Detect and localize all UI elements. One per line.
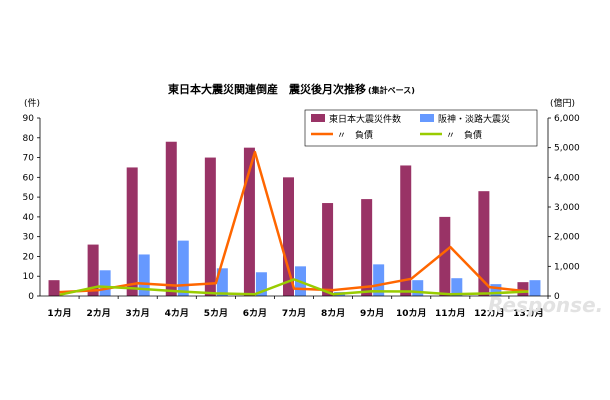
category-label: 7カ月 bbox=[282, 308, 306, 319]
bar-hanshin bbox=[451, 278, 463, 296]
bar-tohoku bbox=[48, 280, 60, 296]
right-tick-label: 2,000 bbox=[554, 233, 580, 243]
line-green-debt bbox=[59, 278, 529, 297]
watermark-logo: Response. bbox=[488, 293, 603, 317]
bar-series bbox=[48, 141, 541, 296]
left-tick-label: 60 bbox=[23, 173, 35, 183]
category-label: 1カ月 bbox=[47, 308, 71, 319]
chart-title: 東日本大震災関連倒産 震災後月次推移 (集計ベース) bbox=[168, 82, 415, 96]
bar-tohoku bbox=[87, 244, 99, 296]
legend-swatch-0 bbox=[311, 114, 325, 122]
left-tick-label: 50 bbox=[23, 193, 35, 203]
legend: 東日本大震災件数 阪神・淡路大震災 〃 負債 〃 負債 bbox=[304, 109, 538, 147]
category-label: 8カ月 bbox=[321, 308, 345, 319]
right-axis-ticks: 0 1,000 2,000 3,000 4,000 5,000 6,000 bbox=[548, 114, 580, 302]
right-tick-label: 4,000 bbox=[554, 173, 580, 183]
left-tick-label: 40 bbox=[23, 213, 35, 223]
bar-tohoku bbox=[439, 216, 451, 296]
bar-hanshin bbox=[373, 264, 385, 296]
bar-tohoku bbox=[243, 147, 255, 296]
bar-hanshin bbox=[177, 240, 189, 296]
left-tick-label: 30 bbox=[23, 233, 35, 243]
bar-hanshin bbox=[412, 280, 424, 296]
category-label: 3カ月 bbox=[126, 308, 150, 319]
line-series bbox=[59, 150, 529, 297]
bar-tohoku bbox=[283, 177, 294, 296]
bar-tohoku bbox=[478, 191, 490, 296]
right-axis-unit: (億円) bbox=[550, 97, 575, 109]
legend-label-3: 〃 負債 bbox=[446, 129, 482, 141]
bar-hanshin bbox=[255, 272, 267, 296]
bar-tohoku bbox=[517, 282, 529, 296]
bar-tohoku bbox=[126, 167, 138, 296]
left-axis-ticks: 0 10 20 30 40 50 60 70 80 90 bbox=[23, 114, 40, 302]
bar-tohoku bbox=[322, 203, 334, 296]
bar-hanshin bbox=[138, 254, 150, 296]
bar-hanshin bbox=[99, 270, 111, 296]
left-tick-label: 90 bbox=[23, 114, 35, 124]
left-tick-label: 80 bbox=[23, 134, 35, 144]
bar-tohoku bbox=[361, 199, 373, 296]
legend-swatch-1 bbox=[420, 114, 434, 122]
bar-tohoku bbox=[165, 141, 177, 296]
legend-label-0: 東日本大震災件数 bbox=[329, 113, 401, 125]
left-tick-label: 10 bbox=[23, 272, 35, 282]
bar-hanshin bbox=[529, 280, 541, 296]
bar-hanshin bbox=[490, 284, 502, 296]
right-tick-label: 6,000 bbox=[554, 114, 580, 124]
category-label: 2カ月 bbox=[86, 308, 110, 319]
right-tick-label: 0 bbox=[554, 292, 560, 302]
right-tick-label: 3,000 bbox=[554, 203, 580, 213]
bar-tohoku bbox=[204, 157, 216, 296]
left-axis-unit: (件) bbox=[24, 97, 40, 109]
category-label: 11カ月 bbox=[435, 308, 466, 319]
legend-label-2: 〃 負債 bbox=[337, 129, 373, 141]
bar-hanshin bbox=[216, 268, 228, 296]
category-label: 5カ月 bbox=[204, 308, 228, 319]
axes bbox=[39, 118, 549, 299]
category-label: 6カ月 bbox=[243, 308, 267, 319]
category-label: 13カ月 bbox=[513, 308, 544, 319]
right-tick-label: 5,000 bbox=[554, 144, 580, 154]
category-label: 10カ月 bbox=[396, 308, 427, 319]
category-label: 4カ月 bbox=[165, 308, 189, 319]
category-label: 12カ月 bbox=[474, 308, 505, 319]
legend-label-1: 阪神・淡路大震災 bbox=[438, 113, 510, 125]
right-tick-label: 1,000 bbox=[554, 262, 580, 272]
left-tick-label: 20 bbox=[23, 252, 35, 262]
category-label: 9カ月 bbox=[360, 308, 384, 319]
line-orange-debt bbox=[59, 150, 529, 294]
left-tick-label: 0 bbox=[28, 292, 34, 302]
left-tick-label: 70 bbox=[23, 154, 35, 164]
category-labels: 1カ月 2カ月 3カ月 4カ月 5カ月 6カ月 7カ月 8カ月 9カ月 10カ月 11カ月 12カ月 1… bbox=[47, 308, 543, 319]
bar-tohoku bbox=[400, 165, 412, 296]
